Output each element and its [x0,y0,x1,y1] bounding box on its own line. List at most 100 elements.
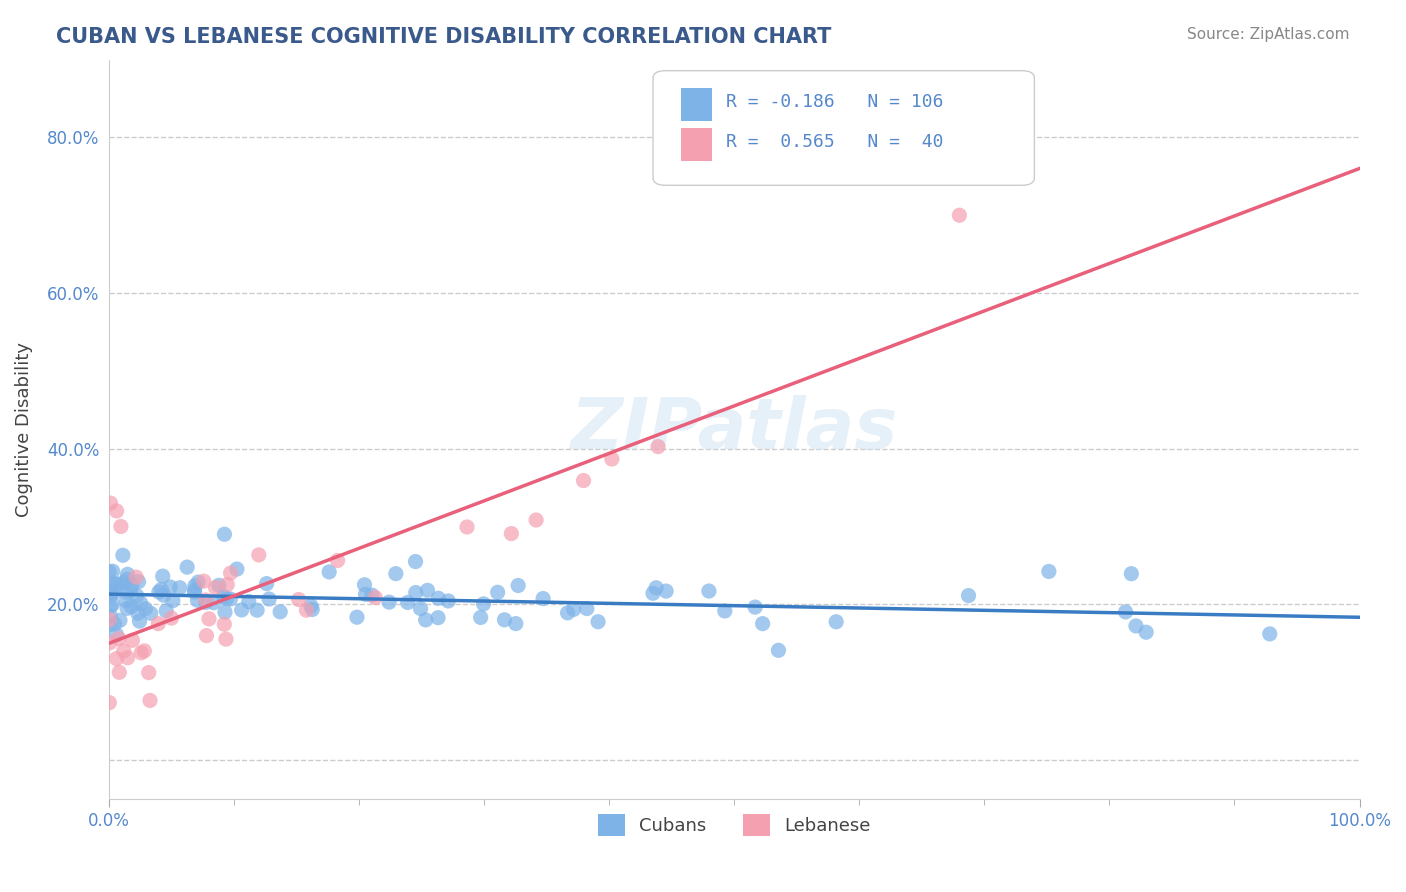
Point [98,617,121,632]
FancyBboxPatch shape [652,70,1035,186]
Point [104,585,127,599]
Point [246,603,269,617]
Point [100,577,122,591]
Point [1121,566,1143,581]
Text: R = -0.186   N = 106: R = -0.186 N = 106 [725,94,943,112]
Point [269,605,291,619]
Point [364,591,387,605]
Point [214,605,236,619]
Point [117,650,139,665]
Point [301,602,323,616]
Point [238,595,260,609]
Point [105,627,128,641]
Point [456,520,478,534]
Point [98,636,121,650]
Point [100,599,122,614]
Point [437,594,460,608]
Point [187,575,209,590]
Point [1125,619,1147,633]
Point [697,584,720,599]
Text: ZIPatlas: ZIPatlas [571,395,898,464]
Point [115,594,138,608]
Point [531,591,554,606]
Point [128,614,150,628]
Point [647,440,669,454]
Point [125,589,148,603]
Text: R =  0.565   N =  40: R = 0.565 N = 40 [725,134,943,152]
Point [129,596,152,610]
Point [108,665,131,680]
Point [257,592,280,607]
Point [115,601,138,615]
Point [215,591,238,606]
Point [127,606,149,620]
Point [110,519,132,533]
Point [152,588,174,602]
Point [353,578,375,592]
Point [295,603,318,617]
Point [128,574,150,589]
Point [108,613,131,627]
FancyBboxPatch shape [681,87,711,121]
Point [354,587,377,601]
Point [162,593,184,607]
Point [825,615,848,629]
Point [105,651,128,665]
Point [105,576,128,591]
Point [361,588,384,602]
Text: CUBAN VS LEBANESE COGNITIVE DISABILITY CORRELATION CHART: CUBAN VS LEBANESE COGNITIVE DISABILITY C… [56,27,831,46]
Point [98,584,121,599]
Point [385,566,408,581]
Point [427,610,450,624]
Point [100,609,122,624]
Point [139,607,162,621]
Point [256,576,278,591]
Point [150,582,173,597]
Point [184,579,207,593]
Point [219,592,242,607]
Point [101,564,124,578]
Point [219,566,242,580]
Point [572,474,595,488]
Point [183,585,205,599]
Point [120,583,142,598]
Point [405,555,427,569]
Point [198,612,221,626]
Point [152,569,174,583]
Legend: Cubans, Lebanese: Cubans, Lebanese [589,805,880,846]
Point [138,665,160,680]
Point [247,548,270,562]
Point [155,604,177,618]
Point [176,560,198,574]
Point [112,644,135,658]
Point [204,581,226,595]
Point [194,593,217,607]
Point [768,643,790,657]
Point [470,610,492,624]
Point [98,565,121,579]
Point [655,584,678,599]
Point [744,600,766,615]
Point [115,572,138,586]
Point [195,629,218,643]
Point [948,208,970,222]
Point [1135,625,1157,640]
Point [160,611,183,625]
Point [202,596,225,610]
Point [100,496,122,510]
Point [226,562,249,576]
Point [100,588,122,602]
Point [1115,605,1137,619]
Point [378,595,401,609]
Point [120,599,142,614]
Point [427,591,450,606]
Point [472,597,495,611]
Y-axis label: Cognitive Disability: Cognitive Disability [15,342,32,516]
Point [214,527,236,541]
Point [505,616,527,631]
Point [217,577,239,591]
Point [287,592,309,607]
Point [101,597,124,611]
Point [159,580,181,594]
Point [105,578,128,592]
